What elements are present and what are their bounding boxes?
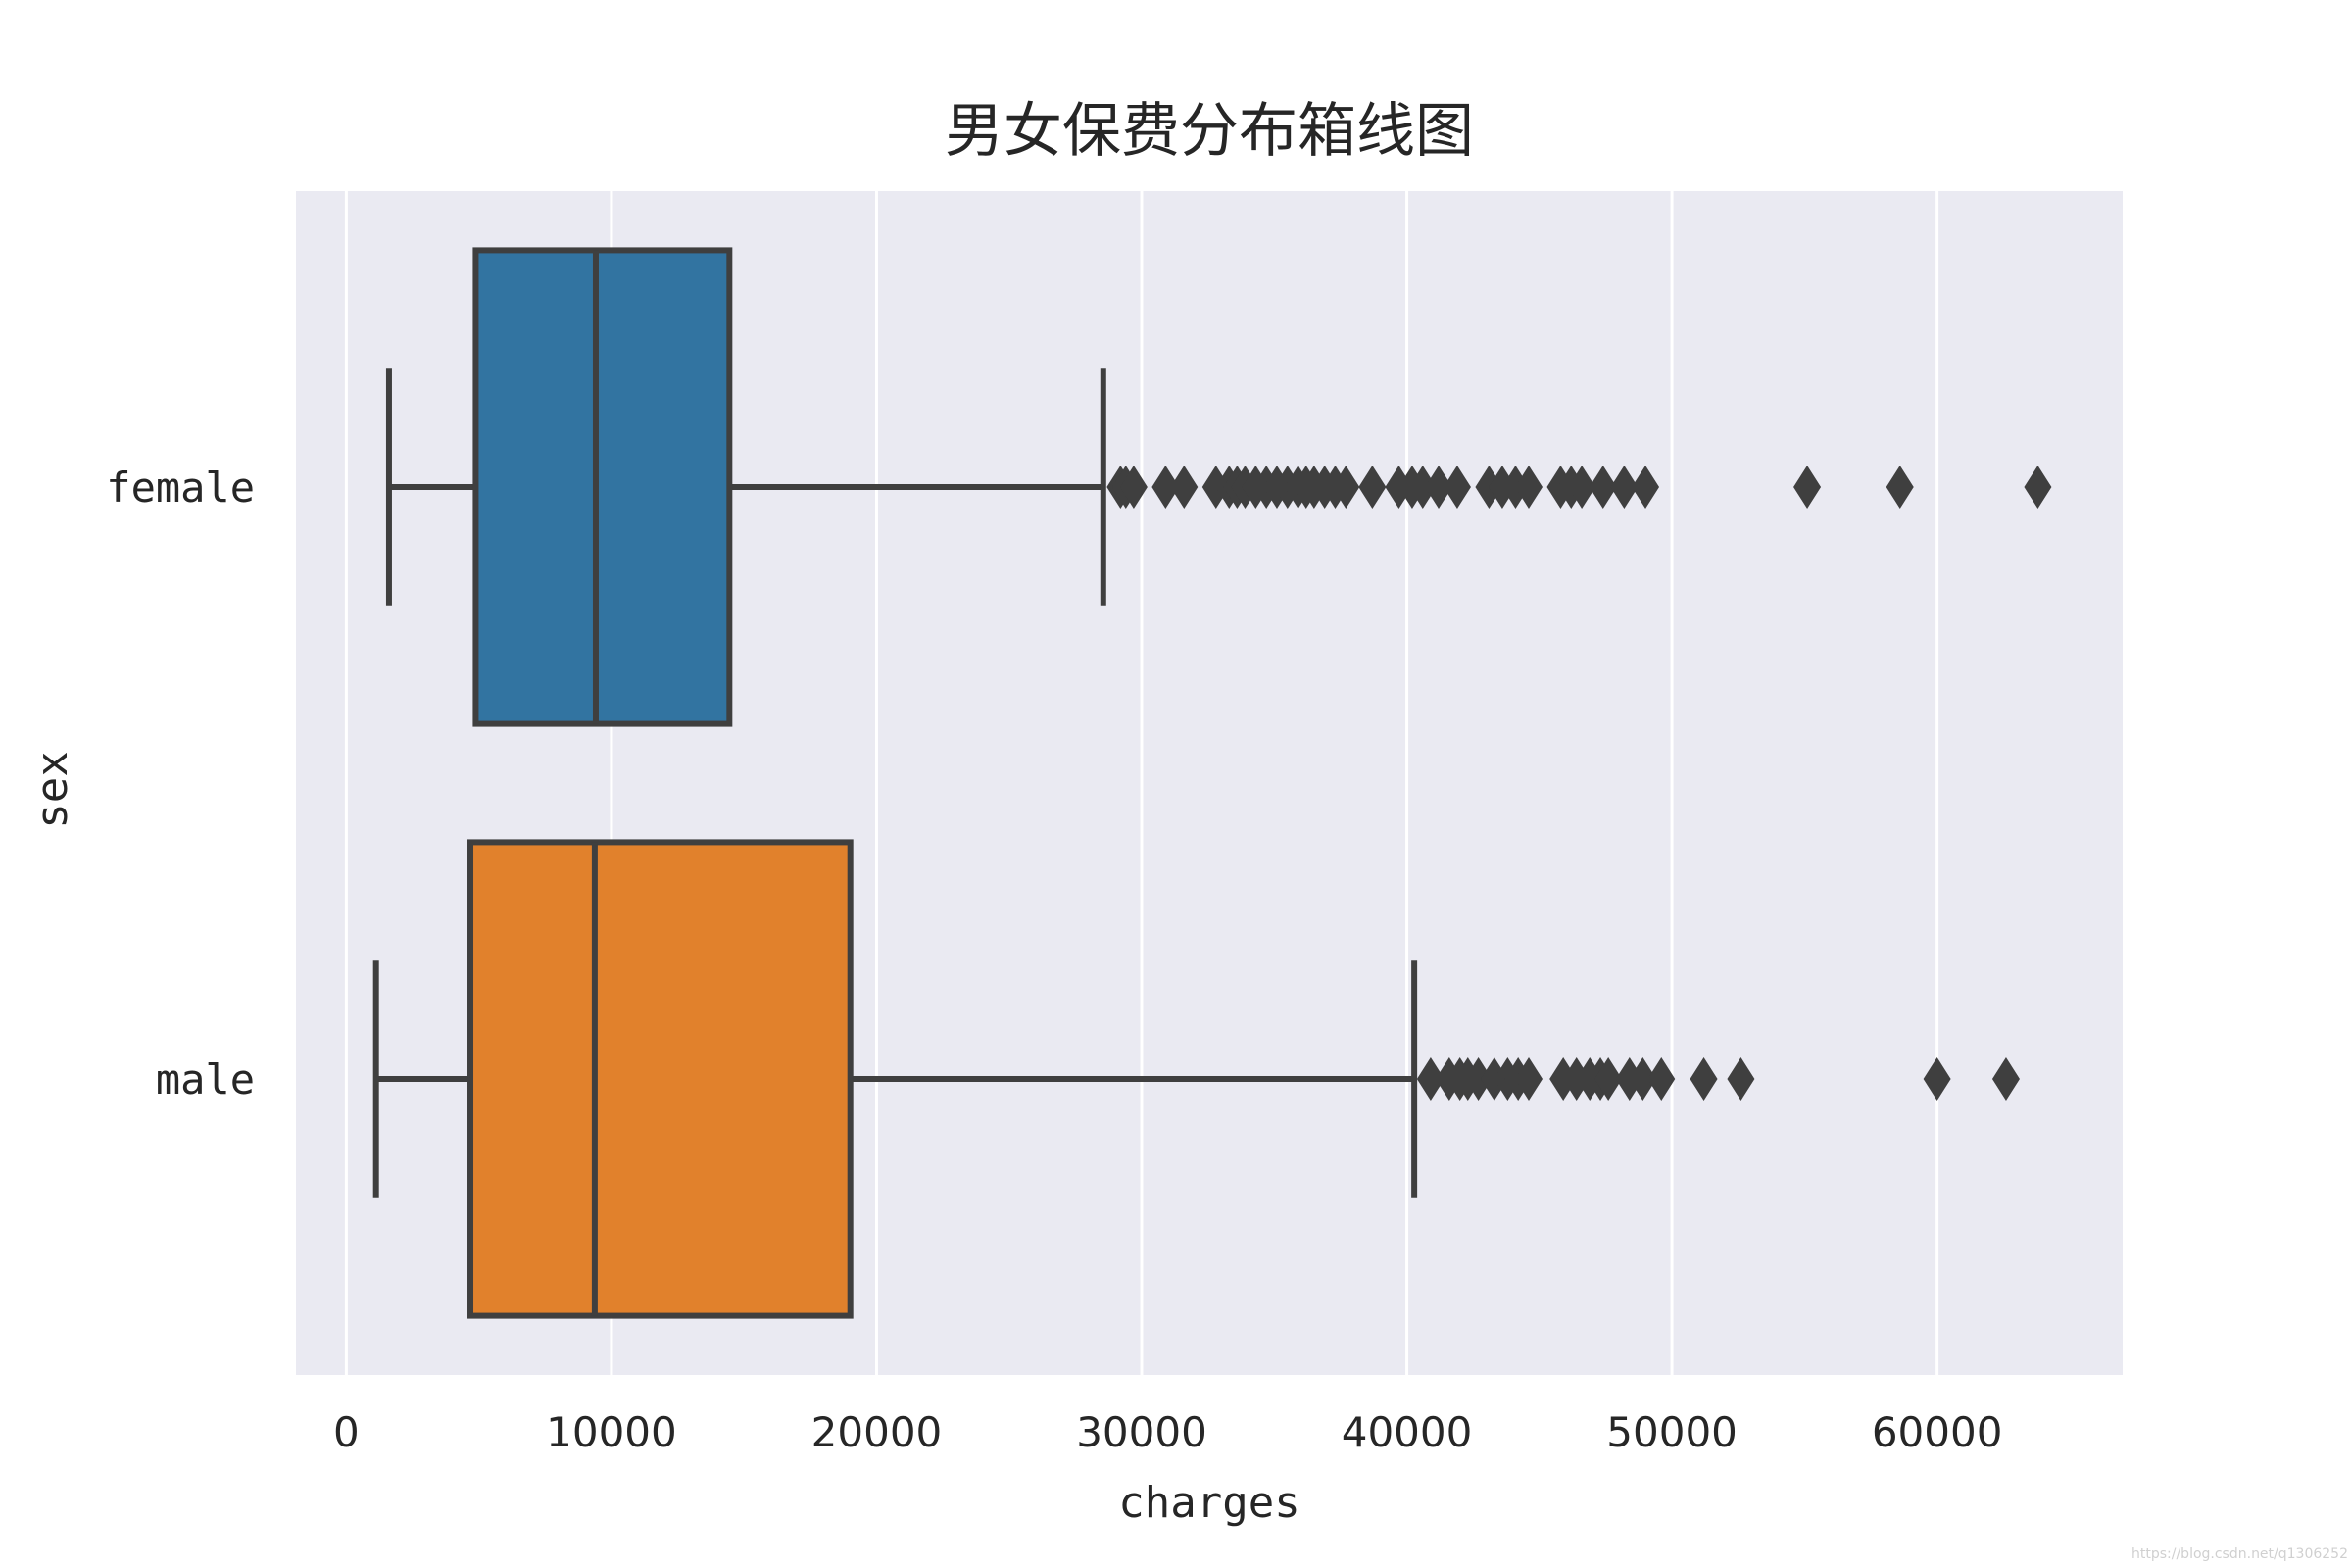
outlier-male-8 [1514,1057,1543,1101]
x-tick-label-30000: 30000 [1076,1408,1207,1456]
y-category-label-male: male [156,1055,255,1103]
x-tick-label-0: 0 [333,1408,360,1456]
outlier-male-13 [1594,1057,1623,1101]
outlier-female-18 [1332,466,1360,509]
iqr-box-female [472,247,733,727]
outlier-female-28 [1514,466,1543,509]
outlier-male-15 [1629,1057,1657,1101]
outlier-male-0 [1416,1057,1445,1101]
iqr-box-male [467,839,854,1319]
outlier-female-24 [1443,466,1471,509]
outlier-female-35 [1793,466,1822,509]
outlier-male-17 [1690,1057,1718,1101]
outlier-female-32 [1589,466,1617,509]
y-category-labels: female male [106,464,255,1103]
outlier-female-36 [1886,466,1914,509]
outlier-female-23 [1425,466,1453,509]
x-axis-label: charges [1118,1478,1299,1528]
outlier-male-18 [1727,1057,1755,1101]
box-female [385,247,2052,727]
x-tick-labels: 0 10000 20000 30000 40000 50000 60000 [333,1408,2002,1456]
outlier-female-2 [1119,466,1148,509]
outlier-male-16 [1647,1057,1676,1101]
outlier-female-3 [1152,466,1180,509]
y-axis-label: sex [27,751,77,828]
x-tick-label-10000: 10000 [546,1408,677,1456]
x-tick-label-50000: 50000 [1606,1408,1738,1456]
outlier-female-31 [1568,466,1596,509]
x-tick-label-20000: 20000 [811,1408,943,1456]
outlier-female-19 [1358,466,1387,509]
outlier-male-19 [1923,1057,1951,1101]
outlier-female-37 [2024,466,2052,509]
outlier-male-4 [1464,1057,1493,1101]
outlier-female-22 [1408,466,1437,509]
outlier-female-33 [1610,466,1639,509]
box-male [372,839,2020,1319]
x-tick-label-60000: 60000 [1872,1408,2003,1456]
y-category-label-female: female [106,464,255,512]
outlier-female-34 [1632,466,1660,509]
outlier-female-4 [1170,466,1199,509]
chart-title: 男女保费分布箱线图 [945,97,1474,166]
outlier-male-20 [1991,1057,2020,1101]
boxes [372,247,2052,1319]
watermark-text: https://blog.csdn.net/q1306252 [2132,1546,2348,1562]
x-tick-label-40000: 40000 [1342,1408,1473,1456]
